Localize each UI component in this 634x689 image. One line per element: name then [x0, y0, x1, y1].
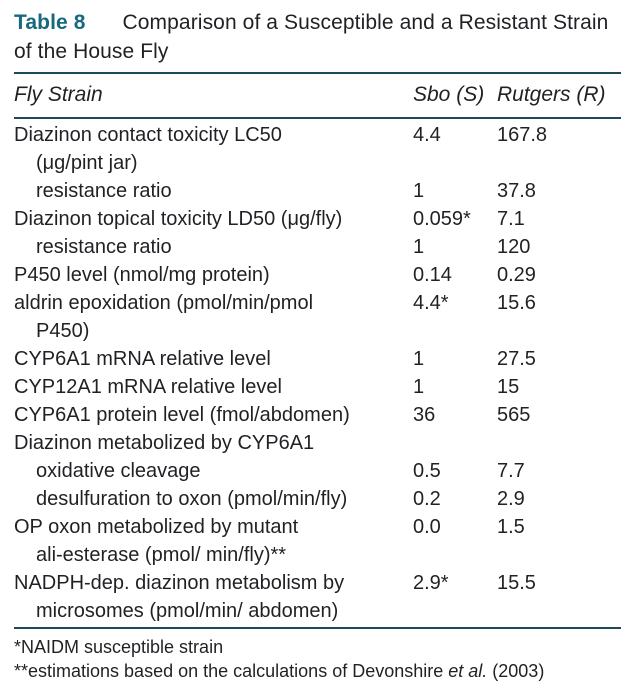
row-label: OP oxon metabolized by mutant — [14, 516, 299, 538]
footnote-2-text: **estimations based on the calculations … — [14, 660, 449, 681]
table-row: desulfuration to oxon (pmol/min/fly) 0.2 2… — [14, 485, 621, 513]
value-rutgers: 565 — [497, 404, 531, 426]
value-sbo: 0.5 — [413, 460, 441, 482]
table-row: resistance ratio 1 120 — [14, 233, 621, 261]
table-row: P450) — [14, 317, 621, 345]
value-sbo: 0.2 — [413, 488, 441, 510]
value-sbo: 1 — [413, 376, 425, 398]
value-rutgers — [497, 541, 621, 569]
value-sbo: 4.4 — [413, 124, 441, 146]
value-sbo: 0.0 — [413, 516, 441, 538]
value-sbo — [413, 429, 497, 457]
table-row: (μg/pint jar) — [14, 149, 621, 177]
rule-top — [14, 72, 621, 74]
row-label: CYP6A1 mRNA relative level — [14, 348, 271, 370]
table-row: microsomes (pmol/min/ abdomen) — [14, 597, 621, 625]
table-row: Diazinon metabolized by CYP6A1 — [14, 429, 621, 457]
table-row: ali-esterase (pmol/ min/fly)** — [14, 541, 621, 569]
table-row: CYP12A1 mRNA relative level 1 15 — [14, 373, 621, 401]
value-rutgers: 7.1 — [497, 208, 525, 230]
footnotes: *NAIDM susceptible strain **estimations … — [14, 636, 621, 683]
row-label: (μg/pint jar) — [36, 152, 138, 174]
rule-table-bottom — [14, 627, 621, 629]
value-sbo: 1 — [413, 236, 425, 258]
footnote-2: **estimations based on the calculations … — [14, 660, 621, 684]
value-sbo: 0.059* — [413, 208, 471, 230]
table-row: NADPH-dep. diazinon metabolism by 2.9* 15.… — [14, 569, 621, 597]
table-row: CYP6A1 mRNA relative level 1 27.5 — [14, 345, 621, 373]
row-label: P450 level (nmol/mg protein) — [14, 264, 270, 286]
row-label: microsomes (pmol/min/ abdomen) — [36, 600, 339, 622]
value-sbo: 1 — [413, 180, 425, 202]
table-caption: Comparison of a Susceptible and a Resist… — [14, 11, 609, 63]
row-label: CYP12A1 mRNA relative level — [14, 376, 282, 398]
table-header: Fly Strain Sbo (S) Rutgers (R) — [14, 74, 621, 117]
value-rutgers: 0.29 — [497, 264, 536, 286]
value-rutgers: 2.9 — [497, 488, 525, 510]
row-label: resistance ratio — [36, 180, 172, 202]
value-sbo: 4.4* — [413, 292, 449, 314]
table-title: Table 8 Comparison of a Susceptible and a… — [14, 8, 621, 66]
footnote-1: *NAIDM susceptible strain — [14, 637, 224, 657]
row-label: Diazinon contact toxicity LC50 — [14, 124, 282, 146]
row-label: CYP6A1 protein level (fmol/abdomen) — [14, 404, 350, 426]
row-label: desulfuration to oxon (pmol/min/fly) — [36, 488, 348, 510]
value-rutgers: 15 — [497, 376, 520, 398]
value-rutgers: 15.6 — [497, 292, 536, 314]
value-rutgers — [497, 149, 621, 177]
value-sbo: 1 — [413, 348, 425, 370]
value-rutgers: 1.5 — [497, 516, 525, 538]
header-rutgers: Rutgers (R) — [497, 83, 606, 106]
row-label: Diazinon metabolized by CYP6A1 — [14, 432, 315, 454]
value-rutgers: 7.7 — [497, 460, 525, 482]
table-row: oxidative cleavage 0.5 7.7 — [14, 457, 621, 485]
row-label: ali-esterase (pmol/ min/fly)** — [36, 544, 287, 566]
value-sbo — [413, 541, 497, 569]
value-rutgers: 15.5 — [497, 572, 536, 594]
table-row: Diazinon topical toxicity LD50 (μg/fly) 0… — [14, 205, 621, 233]
row-label: oxidative cleavage — [36, 460, 201, 482]
row-label: Diazinon topical toxicity LD50 (μg/fly) — [14, 208, 343, 230]
table-row: resistance ratio 1 37.8 — [14, 177, 621, 205]
footnote-2-etal: et al. — [448, 660, 488, 681]
value-sbo: 2.9* — [413, 572, 449, 594]
row-label: resistance ratio — [36, 236, 172, 258]
rule-header-bottom — [14, 117, 621, 119]
header-sbo: Sbo (S) — [413, 83, 485, 106]
header-fly-strain: Fly Strain — [14, 83, 103, 106]
table-row: Diazinon contact toxicity LC50 4.4 167.8 — [14, 121, 621, 149]
table-number: Table 8 — [14, 11, 86, 34]
value-sbo: 0.14 — [413, 264, 452, 286]
row-label: NADPH-dep. diazinon metabolism by — [14, 572, 345, 594]
value-rutgers: 120 — [497, 236, 531, 258]
value-rutgers — [497, 429, 621, 457]
value-sbo: 36 — [413, 404, 436, 426]
table-row: CYP6A1 protein level (fmol/abdomen) 36 565 — [14, 401, 621, 429]
value-sbo — [413, 317, 497, 345]
table-row: OP oxon metabolized by mutant 0.0 1.5 — [14, 513, 621, 541]
value-rutgers: 27.5 — [497, 348, 536, 370]
value-rutgers: 37.8 — [497, 180, 536, 202]
value-rutgers — [497, 317, 621, 345]
table-row: P450 level (nmol/mg protein) 0.14 0.29 — [14, 261, 621, 289]
row-label: aldrin epoxidation (pmol/min/pmol — [14, 292, 314, 314]
table-body: Diazinon contact toxicity LC50 4.4 167.8 (μ… — [14, 119, 621, 627]
row-label: P450) — [36, 320, 90, 342]
value-sbo — [413, 149, 497, 177]
value-rutgers — [497, 597, 621, 625]
value-sbo — [413, 597, 497, 625]
table-row: aldrin epoxidation (pmol/min/pmol 4.4* 15.… — [14, 289, 621, 317]
footnote-2-year: (2003) — [487, 660, 545, 681]
value-rutgers: 167.8 — [497, 124, 548, 146]
